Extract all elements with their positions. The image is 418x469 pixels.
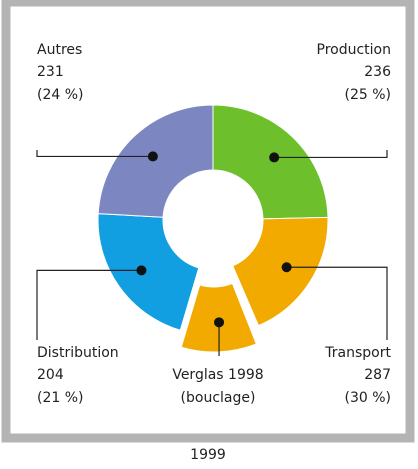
leader-line — [36, 269, 142, 340]
leader-dot — [147, 151, 158, 162]
value-label: 204 — [37, 367, 64, 383]
category-label: Transport — [324, 345, 391, 361]
percent-label: (30 %) — [345, 390, 392, 406]
donut-hole — [163, 170, 263, 270]
leader-line — [286, 266, 388, 340]
value-label: 236 — [364, 64, 391, 80]
percent-label: (25 %) — [345, 87, 392, 103]
leader-line — [36, 150, 153, 158]
leader-dot — [136, 265, 147, 276]
exploded-label: (bouclage) — [181, 390, 256, 406]
leader-dot — [269, 152, 280, 163]
percent-label: (21 %) — [37, 390, 84, 406]
category-label: Production — [317, 42, 391, 58]
leader-line — [274, 150, 388, 159]
leader-dot — [281, 262, 292, 273]
leader-dot — [214, 317, 225, 328]
category-label: Autres — [37, 42, 82, 58]
caption: 1999 — [190, 447, 226, 463]
percent-label: (24 %) — [37, 87, 84, 103]
exploded-label: Verglas 1998 — [172, 367, 263, 383]
value-label: 287 — [364, 367, 391, 383]
value-label: 231 — [37, 64, 64, 80]
category-label: Distribution — [37, 345, 119, 361]
